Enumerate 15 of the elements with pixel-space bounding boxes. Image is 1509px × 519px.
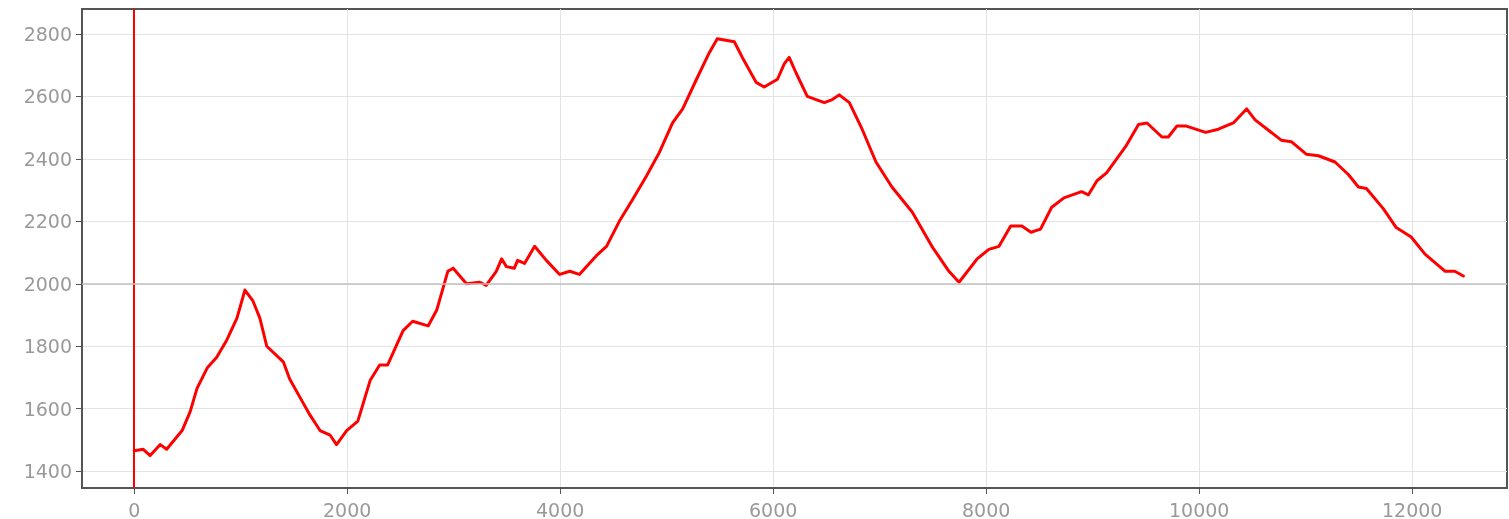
x-tick-label: 8000 [962, 498, 1011, 519]
y-tick-label: 1800 [23, 335, 72, 358]
x-tick-label: 6000 [749, 498, 798, 519]
y-tick-label: 1600 [23, 397, 72, 420]
x-tick-label: 0 [128, 498, 141, 519]
y-tick-label: 2800 [23, 22, 72, 45]
y-tick-label: 2600 [23, 85, 72, 108]
y-tick-label: 1400 [23, 460, 72, 483]
x-tick-label: 4000 [536, 498, 585, 519]
y-tick-label: 2000 [23, 272, 72, 295]
x-tick-label: 2000 [323, 498, 372, 519]
y-tick-label: 2400 [23, 147, 72, 170]
x-tick-label: 10000 [1168, 498, 1230, 519]
y-tick-label: 2200 [23, 210, 72, 233]
x-tick-label: 12000 [1381, 498, 1443, 519]
